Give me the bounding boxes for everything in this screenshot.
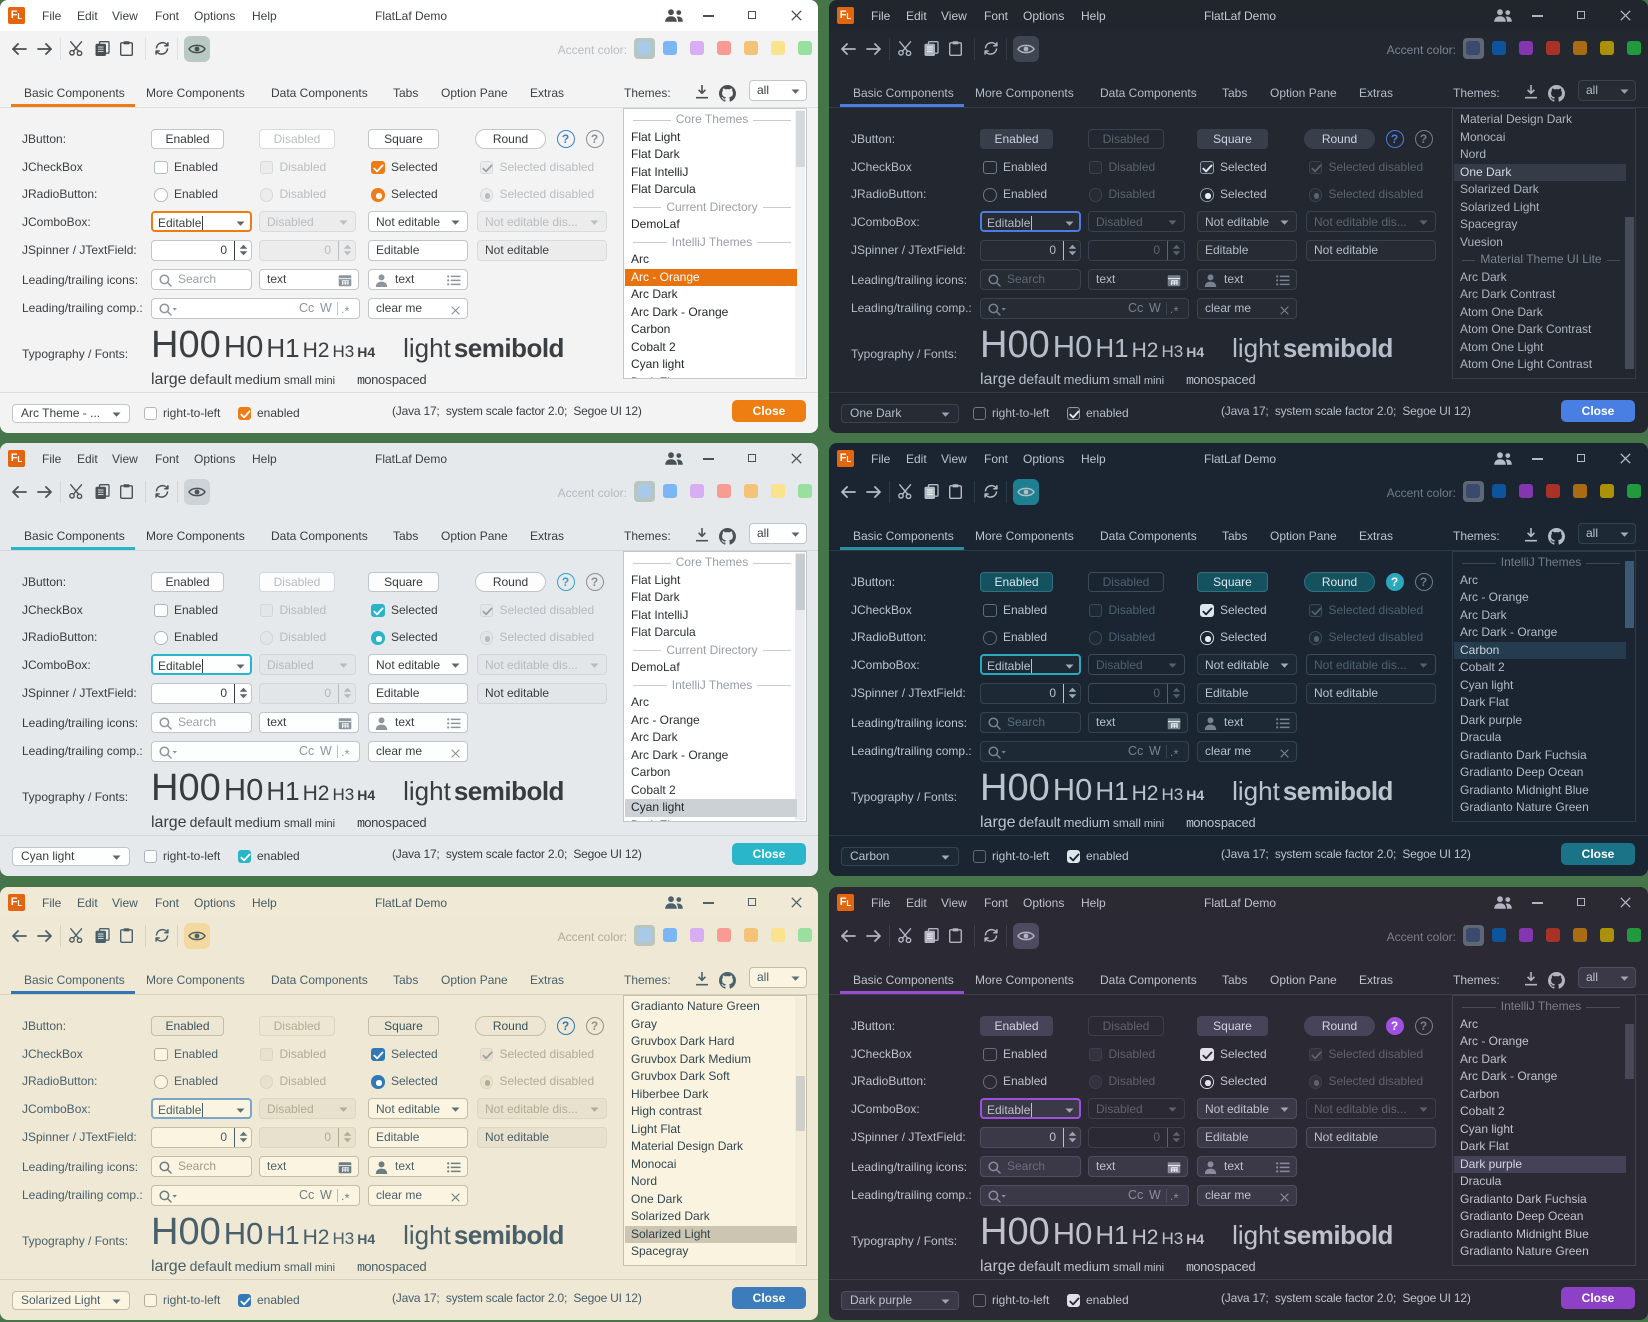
svg-text:*: * [1174,1190,1179,1202]
svg-text:.: . [341,1189,344,1202]
svg-text:.: . [1170,745,1173,758]
svg-text:*: * [345,1190,350,1202]
svg-text:*: * [1174,746,1179,758]
svg-text:.: . [1170,1189,1173,1202]
svg-text:*: * [345,303,350,315]
svg-text:*: * [345,746,350,758]
svg-text:*: * [1174,303,1179,315]
svg-text:.: . [1170,302,1173,315]
svg-text:.: . [341,302,344,315]
svg-text:.: . [341,745,344,758]
